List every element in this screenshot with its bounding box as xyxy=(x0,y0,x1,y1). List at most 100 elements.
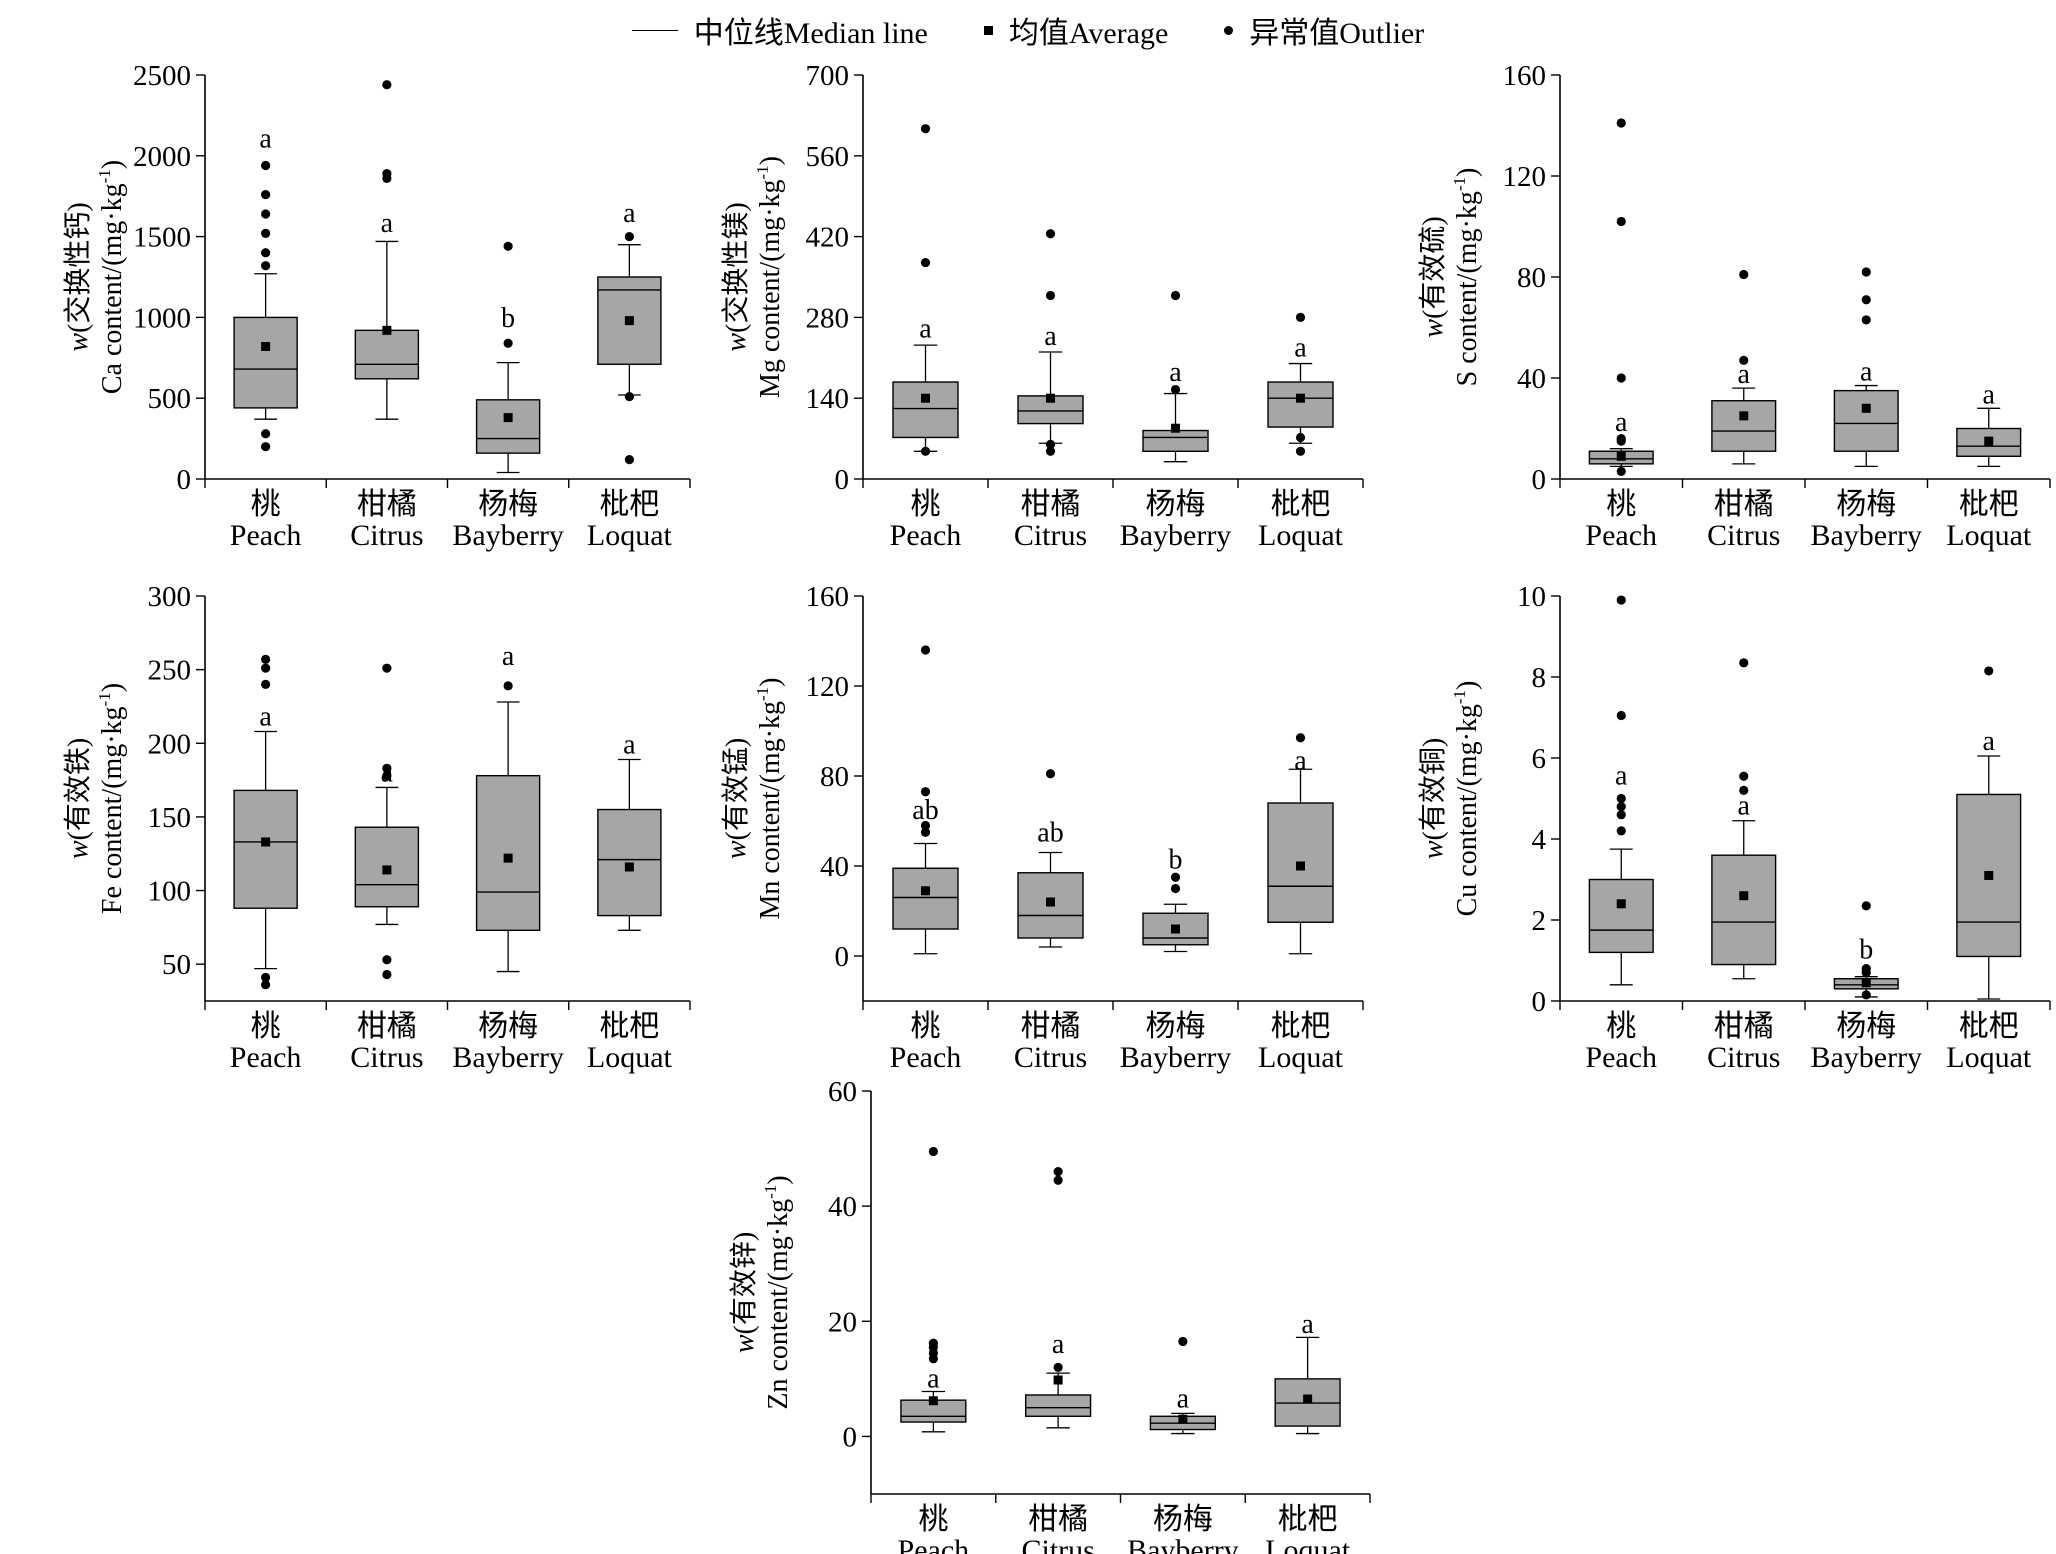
box-peach: a xyxy=(1588,118,1654,477)
outlier-point xyxy=(1295,312,1306,322)
significance-letter: a xyxy=(1983,379,1996,410)
y-tick-label: 250 xyxy=(148,655,192,687)
significance-letter: a xyxy=(1738,791,1751,822)
x-tick-label-en: Loquat xyxy=(587,519,673,552)
box-bayberry: a xyxy=(1833,267,1899,468)
mean-marker xyxy=(624,862,634,872)
x-tick-label-cn: 枇杷 xyxy=(1271,1010,1331,1043)
box-bayberry: b xyxy=(1833,901,1899,1000)
x-tick-label-cn: 枇杷 xyxy=(1959,488,2019,521)
outlier-point xyxy=(1616,595,1626,605)
outlier-point xyxy=(261,679,271,689)
y-tick-label: 0 xyxy=(1532,986,1547,1018)
mean-marker xyxy=(1616,451,1626,461)
y-tick-label: 80 xyxy=(1517,262,1546,294)
outlier-point xyxy=(1178,1336,1188,1347)
x-tick-label-en: Loquat xyxy=(1946,1041,2032,1074)
box-citrus: a xyxy=(1711,658,1777,980)
outlier-point xyxy=(1984,666,1994,676)
y-tick-label: 40 xyxy=(1517,363,1546,395)
mean-marker xyxy=(503,413,513,423)
y-tick-label: 160 xyxy=(1503,60,1547,92)
y-tick-label: 2000 xyxy=(133,141,191,173)
y-tick-label: 300 xyxy=(148,581,192,613)
outlier-point xyxy=(261,429,271,439)
significance-letter: a xyxy=(1169,357,1182,388)
y-axis-title-line2: Ca content/(mg·kg-1) xyxy=(95,160,128,394)
y-axis-title-line1: w(有效锌) xyxy=(728,1232,760,1353)
iqr-box xyxy=(1024,1394,1092,1417)
x-tick-label-cn: 杨梅 xyxy=(1153,1503,1213,1536)
y-tick-label: 200 xyxy=(148,728,192,760)
y-tick-label: 0 xyxy=(835,941,850,973)
outlier-point xyxy=(920,820,931,831)
significance-letter: a xyxy=(259,702,272,733)
outlier-point xyxy=(1616,802,1626,812)
outlier-point xyxy=(1616,793,1626,804)
box-bayberry: a xyxy=(1149,1336,1217,1435)
x-tick-label-cn: 桃 xyxy=(251,488,281,521)
outlier-point xyxy=(1616,710,1626,721)
x-tick-label-en: Bayberry xyxy=(1810,1041,1922,1074)
iqr-box xyxy=(1267,381,1334,428)
x-tick-label-cn: 桃 xyxy=(911,488,941,521)
y-axis-title-line1: w(有效硫) xyxy=(1417,216,1449,337)
box-peach: a xyxy=(892,124,959,456)
outlier-point xyxy=(1616,118,1626,128)
outlier-point xyxy=(920,257,931,268)
outlier-point xyxy=(1739,269,1749,280)
y-tick-label: 40 xyxy=(820,851,849,883)
mean-marker xyxy=(624,316,634,326)
y-axis-title-line2: Cu content/(mg·kg-1) xyxy=(1450,681,1483,917)
outlier-point xyxy=(1295,432,1306,443)
outlier-point xyxy=(1045,446,1056,456)
y-tick-label: 500 xyxy=(148,383,192,415)
x-tick-label-cn: 桃 xyxy=(1606,488,1636,521)
y-tick-label: 160 xyxy=(806,581,850,613)
y-tick-label: 120 xyxy=(1503,161,1547,193)
iqr-box xyxy=(354,329,420,380)
outlier-point xyxy=(1053,1175,1063,1185)
box-bayberry: b xyxy=(1142,844,1209,953)
outlier-point xyxy=(1616,216,1626,227)
y-axis-title-line2: Zn content/(mg·kg-1) xyxy=(761,1175,794,1409)
x-tick-label-cn: 柑橘 xyxy=(1714,1010,1774,1043)
outlier-point xyxy=(920,446,931,456)
outlier-point xyxy=(261,980,271,990)
legend-label-average: 均值Average xyxy=(1008,17,1169,50)
y-tick-label: 6 xyxy=(1532,743,1547,775)
significance-letter: a xyxy=(623,198,636,229)
significance-letter: a xyxy=(1615,407,1628,438)
significance-letter: a xyxy=(1615,760,1628,791)
y-tick-label: 0 xyxy=(843,1421,858,1453)
outlier-point xyxy=(1295,446,1306,456)
box-bayberry: a xyxy=(475,641,541,973)
box-citrus: a xyxy=(1017,229,1084,456)
average-square-icon xyxy=(983,25,993,35)
outlier-point xyxy=(624,455,634,465)
x-tick-label-en: Citrus xyxy=(350,1041,423,1074)
significance-letter: a xyxy=(259,124,272,155)
mean-marker xyxy=(921,886,930,896)
x-tick-label-cn: 枇杷 xyxy=(599,488,659,521)
outlier-point xyxy=(1861,267,1871,277)
x-tick-label-en: Peach xyxy=(1585,1041,1657,1074)
outlier-point xyxy=(920,124,931,134)
mean-marker xyxy=(1171,423,1180,433)
mean-marker xyxy=(1296,861,1305,871)
outlier-point xyxy=(1739,658,1749,668)
box-bayberry: b xyxy=(475,241,541,474)
y-axis-title-line1: w(交换性钙) xyxy=(62,202,94,351)
y-tick-label: 60 xyxy=(828,1076,857,1108)
significance-letter: a xyxy=(1860,357,1873,388)
significance-letter: a xyxy=(1738,359,1751,390)
chart-legend: 中位线Median line 均值Average 异常值Outlier xyxy=(0,6,2056,54)
outlier-point xyxy=(261,663,271,673)
mean-marker xyxy=(261,341,271,351)
box-loquat: a xyxy=(1267,733,1334,955)
x-tick-label-en: Citrus xyxy=(1021,1534,1094,1554)
outlier-point xyxy=(1045,439,1056,449)
mean-marker xyxy=(921,393,930,403)
